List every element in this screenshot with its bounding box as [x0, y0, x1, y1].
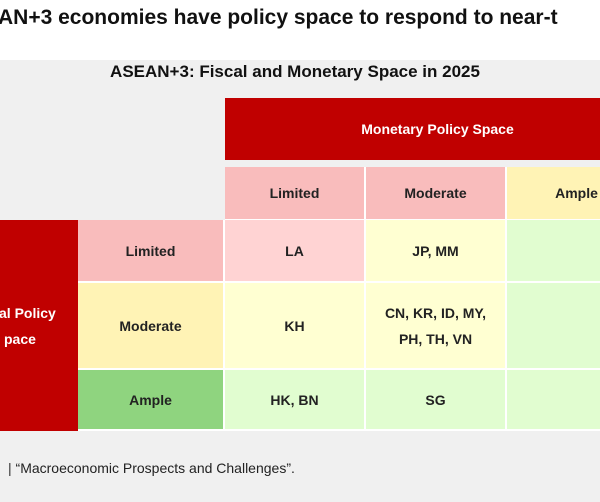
row-group-header: al Policy pace — [0, 220, 78, 431]
cell-text: CN, KR, ID, MY, — [384, 304, 487, 321]
table-cell: HK, BN — [225, 370, 366, 431]
column-header: Limited — [225, 167, 366, 221]
footnote-text: “Macroeconomic Prospects and Challenges”… — [15, 460, 295, 476]
cell-text: HK, BN — [270, 391, 319, 408]
column-header: Ample — [507, 167, 600, 221]
column-header: Moderate — [366, 167, 507, 221]
cell-text: JP, MM — [412, 242, 459, 259]
table-cell — [507, 283, 600, 370]
row-group-text: al Policy — [0, 304, 56, 321]
cell-text: PH, TH, VN — [398, 330, 473, 347]
table-cell: JP, MM — [366, 220, 507, 283]
cell-text: SG — [425, 391, 446, 408]
row-header-text: Ample — [129, 391, 172, 408]
row-group-text: pace — [4, 330, 36, 347]
column-header-text: Limited — [269, 185, 320, 201]
row-header-text: Moderate — [119, 317, 182, 334]
row-header: Ample — [78, 370, 225, 431]
table-cell: KH — [225, 283, 366, 370]
slide-title: AN+3 economies have policy space to resp… — [0, 6, 558, 29]
table-cell — [507, 370, 600, 431]
cell-text: LA — [285, 242, 304, 259]
table-cell: CN, KR, ID, MY, PH, TH, VN — [366, 283, 507, 370]
table-title: ASEAN+3: Fiscal and Monetary Space in 20… — [110, 62, 480, 81]
row-header: Moderate — [78, 283, 225, 370]
table-cell: SG — [366, 370, 507, 431]
row-header-text: Limited — [125, 242, 176, 259]
footnote: | “Macroeconomic Prospects and Challenge… — [8, 460, 295, 476]
table-cell — [507, 220, 600, 283]
column-header-text: Moderate — [404, 185, 467, 201]
column-header-text: Ample — [555, 185, 598, 201]
row-header: Limited — [78, 220, 225, 283]
table-cell: LA — [225, 220, 366, 283]
cell-text: KH — [284, 317, 305, 334]
column-group-header: Monetary Policy Space — [225, 98, 600, 160]
column-group-text: Monetary Policy Space — [361, 121, 514, 137]
title-band — [0, 0, 600, 60]
